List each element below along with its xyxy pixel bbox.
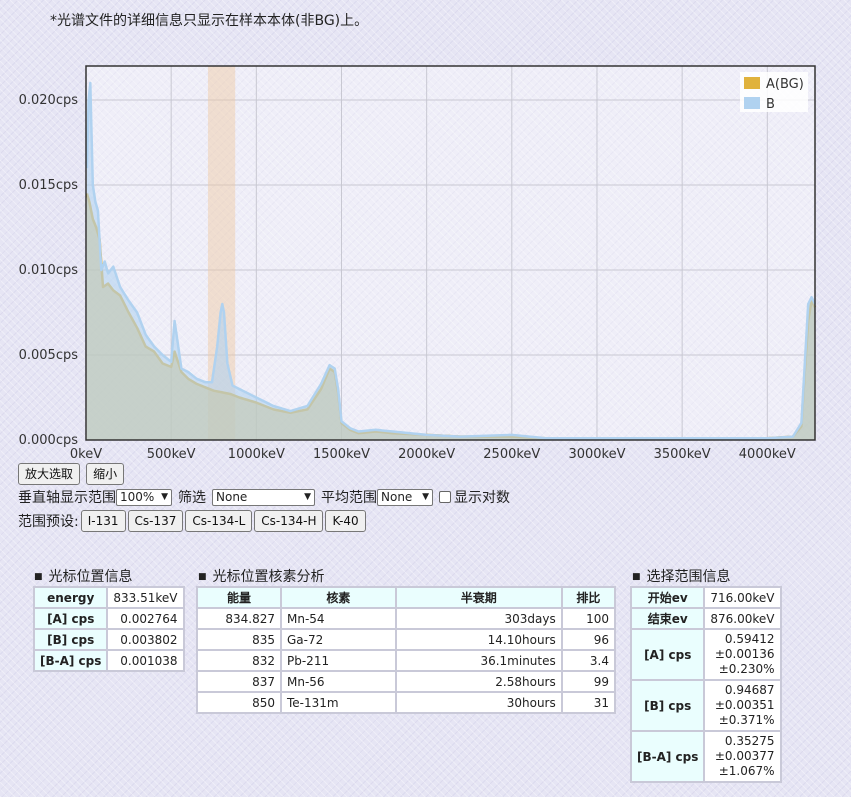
x-tick-label: 1000keV <box>228 447 285 462</box>
spectrum-chart[interactable]: 0keV 500keV 1000keV 1500keV 2000keV 2500keV 30… <box>0 40 851 462</box>
table-row: 850 Te-131m 30hours 31 <box>198 693 614 712</box>
chart-series-layer <box>85 81 817 440</box>
range-info-heading: ■ 选择范围信息 <box>632 569 731 585</box>
table-row: [B-A] cps 0.35275 ±0.00377 ±1.067% <box>632 732 780 781</box>
filter-label: 筛选 <box>178 490 206 506</box>
y-tick-label: 0.020cps <box>19 93 79 108</box>
vaxis-range-label: 垂直轴显示范围 <box>18 490 116 506</box>
filter-value: None <box>216 490 248 504</box>
nuclide-analysis-heading: ■ 光标位置核素分析 <box>198 569 325 585</box>
plot-area <box>86 66 815 440</box>
table-row: 835 Ga-72 14.10hours 96 <box>198 630 614 649</box>
square-bullet-icon: ■ <box>632 572 641 582</box>
square-bullet-icon: ■ <box>198 572 207 582</box>
table-row: [B] cps 0.94687 ±0.00351 ±0.371% <box>632 681 780 730</box>
nuclide-table: 能量 核素 半衰期 排比 834.827 Mn-54 303days 100 835 G… <box>196 586 616 714</box>
vaxis-range-value: 100% <box>120 490 155 504</box>
chevron-down-icon: ▼ <box>422 492 429 502</box>
x-tick-label: 4000keV <box>739 447 796 462</box>
axis-ticks: 0keV 500keV 1000keV 1500keV 2000keV 2500keV 30… <box>19 93 796 462</box>
presets-label: 范围预设: <box>18 514 79 530</box>
x-tick-label: 2000keV <box>398 447 455 462</box>
table-row: 832 Pb-211 36.1minutes 3.4 <box>198 651 614 670</box>
table-row: 结束ev 876.00keV <box>632 609 780 628</box>
x-tick-label: 0keV <box>70 447 102 462</box>
cursor-info-table: energy 833.51keV [A] cps 0.002764 [B] cps 0… <box>33 586 185 672</box>
filter-select[interactable]: None ▼ <box>212 488 315 506</box>
chart-legend: A(BG) B <box>740 72 808 112</box>
preset-cs134l-button[interactable]: Cs-134-L <box>185 510 253 532</box>
x-tick-label: 3000keV <box>568 447 625 462</box>
plot-frame <box>85 65 816 441</box>
table-row: 开始ev 716.00keV <box>632 588 780 607</box>
table-row: 834.827 Mn-54 303days 100 <box>198 609 614 628</box>
info-note: *光谱文件的详细信息只显示在样本本体(非BG)上。 <box>50 13 369 29</box>
table-row: [B-A] cps 0.001038 <box>35 651 183 670</box>
preset-i131-button[interactable]: I-131 <box>80 510 126 532</box>
table-row: 837 Mn-56 2.58hours 99 <box>198 672 614 691</box>
average-range-select[interactable]: None ▼ <box>377 488 433 506</box>
zoom-in-button[interactable]: 放大选取 <box>18 463 81 485</box>
legend-label: A(BG) <box>766 77 804 92</box>
square-bullet-icon: ■ <box>34 572 43 582</box>
table-row: energy 833.51keV <box>35 588 183 607</box>
log-scale-checkbox[interactable] <box>439 491 451 503</box>
log-scale-label: 显示对数 <box>454 490 510 506</box>
chevron-down-icon: ▼ <box>304 492 311 502</box>
y-tick-label: 0.005cps <box>19 348 79 363</box>
table-header-row: 能量 核素 半衰期 排比 <box>198 588 614 607</box>
table-row: [A] cps 0.59412 ±0.00136 ±0.230% <box>632 630 780 679</box>
chart-grid <box>86 66 815 440</box>
y-tick-label: 0.000cps <box>19 433 79 448</box>
legend-label: B <box>766 97 775 112</box>
legend-swatch <box>744 77 760 89</box>
range-info-table: 开始ev 716.00keV 结束ev 876.00keV [A] cps 0.59… <box>630 586 782 783</box>
table-row: [A] cps 0.002764 <box>35 609 183 628</box>
average-range-value: None <box>381 490 413 504</box>
vaxis-range-select[interactable]: 100% ▼ <box>116 488 172 506</box>
series-area-b <box>86 83 815 440</box>
average-range-label: 平均范围 <box>321 490 377 506</box>
cursor-info-heading: ■ 光标位置信息 <box>34 569 133 585</box>
series-line-b <box>85 81 817 440</box>
preset-cs137-button[interactable]: Cs-137 <box>127 510 184 532</box>
legend-swatch <box>744 97 760 109</box>
zoom-out-button[interactable]: 缩小 <box>86 463 125 485</box>
y-tick-label: 0.015cps <box>19 178 79 193</box>
x-tick-label: 2500keV <box>483 447 540 462</box>
x-tick-label: 500keV <box>147 447 196 462</box>
preset-k40-button[interactable]: K-40 <box>325 510 366 532</box>
chevron-down-icon: ▼ <box>161 492 168 502</box>
y-tick-label: 0.010cps <box>19 263 79 278</box>
x-tick-label: 1500keV <box>313 447 370 462</box>
preset-cs134h-button[interactable]: Cs-134-H <box>254 510 324 532</box>
table-row: [B] cps 0.003802 <box>35 630 183 649</box>
x-tick-label: 3500keV <box>654 447 711 462</box>
